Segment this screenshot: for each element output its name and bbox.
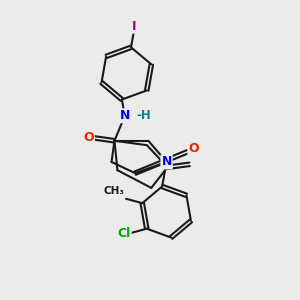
Text: O: O (188, 142, 199, 155)
Text: -H: -H (136, 109, 151, 122)
Text: N: N (161, 155, 172, 169)
Text: I: I (132, 20, 136, 33)
Text: CH₃: CH₃ (103, 186, 124, 196)
Text: N: N (120, 109, 130, 122)
Text: Cl: Cl (118, 226, 131, 240)
Text: O: O (83, 131, 94, 144)
